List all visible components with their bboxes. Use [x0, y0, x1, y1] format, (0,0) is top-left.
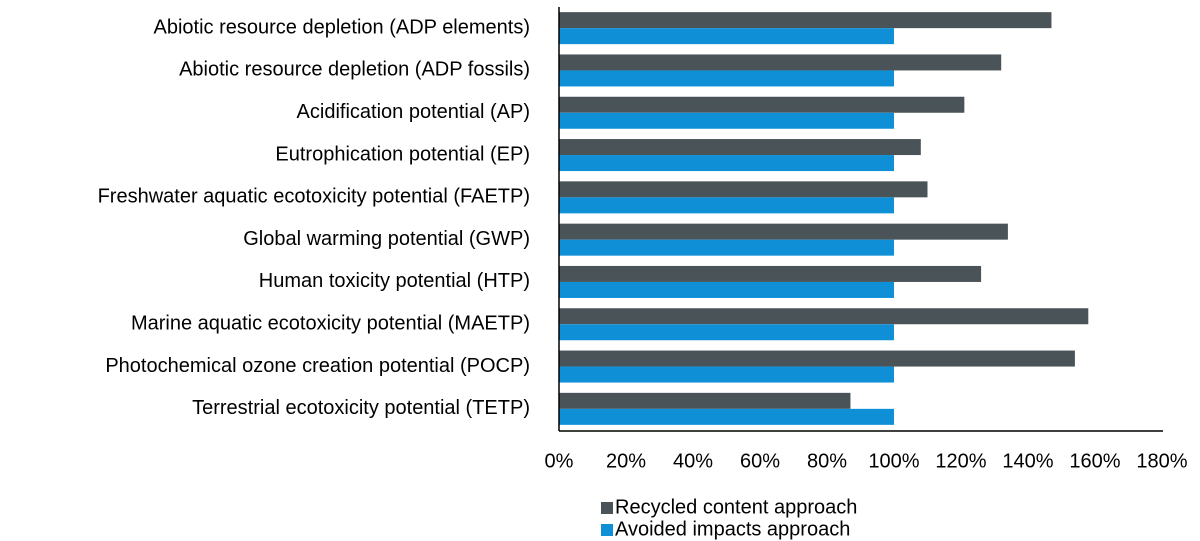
x-tick-label: 80%	[807, 450, 847, 472]
bar	[559, 350, 1075, 367]
legend-label: Recycled content approach	[615, 496, 857, 518]
bar	[559, 139, 921, 156]
category-label: Photochemical ozone creation potential (…	[105, 355, 530, 377]
legend-label: Avoided impacts approach	[615, 518, 850, 540]
bar	[559, 155, 894, 172]
bar	[559, 265, 982, 282]
bar	[559, 197, 894, 214]
x-tick-label: 60%	[740, 450, 780, 472]
bar	[559, 181, 928, 198]
bar	[559, 70, 894, 87]
bar	[559, 54, 1002, 71]
bar	[559, 366, 894, 383]
bar	[559, 223, 1008, 240]
category-label: Human toxicity potential (HTP)	[259, 270, 530, 292]
legend-swatch	[601, 502, 613, 514]
category-label: Marine aquatic ecotoxicity potential (MA…	[131, 313, 530, 335]
bar	[559, 96, 965, 113]
bar	[559, 281, 894, 298]
x-tick-label: 100%	[868, 450, 919, 472]
category-label: Eutrophication potential (EP)	[275, 143, 530, 165]
bar	[559, 28, 894, 45]
bar	[559, 239, 894, 256]
x-tick-label: 40%	[673, 450, 713, 472]
bar	[559, 112, 894, 129]
legend-swatch	[601, 524, 613, 536]
x-tick-label: 0%	[545, 450, 574, 472]
bar	[559, 324, 894, 341]
category-label: Acidification potential (AP)	[297, 101, 530, 123]
x-tick-label: 180%	[1136, 450, 1187, 472]
category-label: Freshwater aquatic ecotoxicity potential…	[98, 186, 530, 208]
x-tick-label: 20%	[606, 450, 646, 472]
x-tick-label: 160%	[1069, 450, 1120, 472]
bar	[559, 408, 894, 425]
category-label: Abiotic resource depletion (ADP fossils)	[179, 59, 530, 81]
bar	[559, 12, 1052, 29]
bar	[559, 308, 1089, 325]
x-tick-label: 120%	[935, 450, 986, 472]
category-label: Abiotic resource depletion (ADP elements…	[154, 16, 530, 38]
x-tick-label: 140%	[1002, 450, 1053, 472]
category-label: Terrestrial ecotoxicity potential (TETP)	[192, 397, 530, 419]
bar	[559, 392, 851, 409]
category-label: Global warming potential (GWP)	[243, 228, 530, 250]
